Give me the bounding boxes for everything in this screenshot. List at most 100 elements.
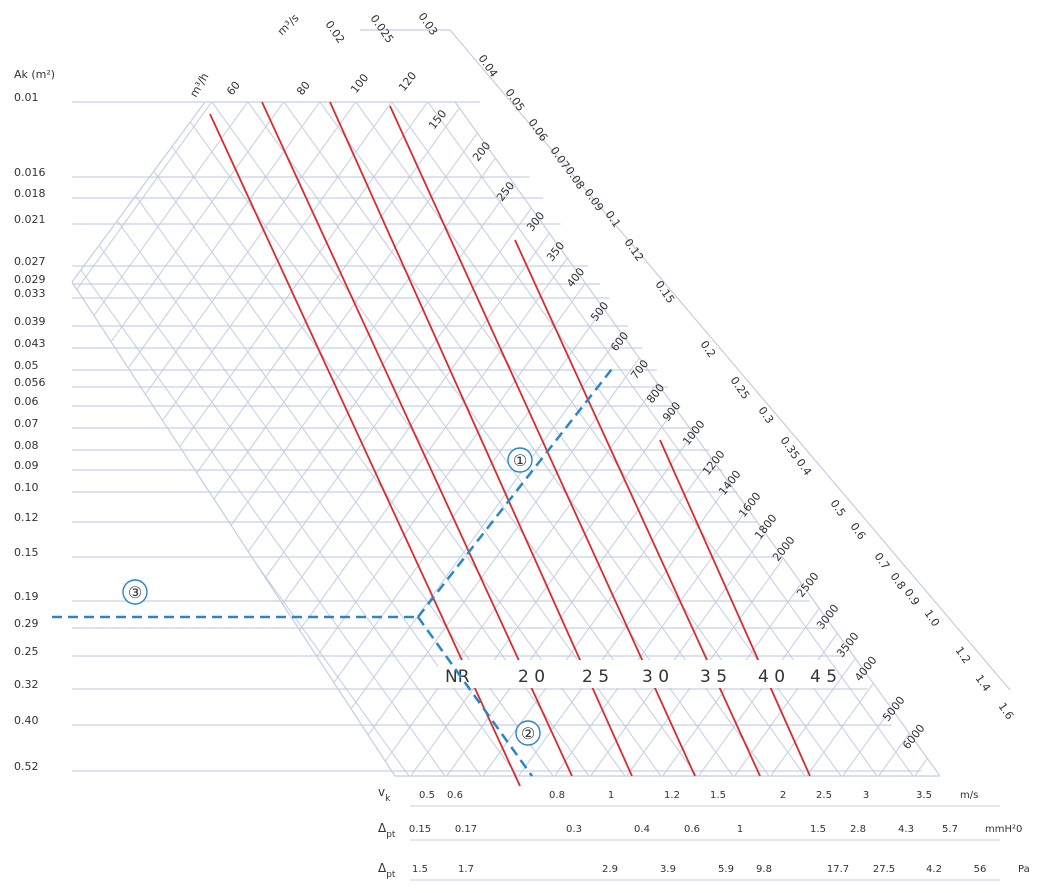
- grid-line-up: [283, 102, 933, 776]
- bottom-scale-tick-label: 1.5: [810, 824, 826, 835]
- bottom-scale-tick-label: 3.9: [660, 864, 676, 875]
- grid-line-up: [823, 102, 940, 776]
- bottom-scale-tick-label: 4.3: [898, 824, 914, 835]
- grid-line-up: [72, 102, 573, 776]
- grid-line-up: [968, 2, 1047, 893]
- bottom-scale-tick-label: 3: [863, 790, 869, 801]
- grid-line-down: [391, 102, 940, 776]
- ak-tick-label: 0.09: [14, 459, 39, 472]
- annotation-number: ③: [128, 583, 142, 602]
- grid-line-down: [607, 102, 940, 776]
- grid-line-up: [1004, 2, 1047, 893]
- annotation-circle: [507, 447, 533, 473]
- grid-line-up: [499, 102, 940, 776]
- bottom-scale-subscript: pt: [386, 830, 396, 840]
- grid-line-up: [72, 102, 681, 776]
- bottom-scale-tick-label: 1.2: [664, 790, 680, 801]
- bottom-scale-tick-label: 5.9: [718, 864, 734, 875]
- flow-m3h-tick-label: 400: [564, 265, 587, 290]
- example-path: ① ② ③: [52, 364, 616, 777]
- flow-m3h-tick-label: 1200: [700, 448, 727, 478]
- nr-value-label: 2 5: [582, 667, 609, 687]
- bottom-scale-tick-label: 0.5: [419, 790, 435, 801]
- bottom-scale-tick-label: 5.7: [942, 824, 958, 835]
- annotation-number: ②: [521, 724, 535, 743]
- nr-value-label: 2 0: [518, 667, 545, 687]
- bottom-scale-tick-label: 0.4: [634, 824, 650, 835]
- grid-line-up: [715, 102, 940, 776]
- grid-line-up: [787, 102, 940, 776]
- grid-line-up: [355, 102, 940, 776]
- grid-line-up: [103, 102, 753, 776]
- nr-curve: [514, 239, 761, 777]
- bottom-scale-tick-label: 2.8: [850, 824, 866, 835]
- bottom-scale-symbol: vk: [378, 785, 391, 804]
- frame-edge: [71, 281, 396, 777]
- flow-m3s-tick-label: 0.06: [526, 116, 551, 144]
- annotation-number: ①: [513, 451, 527, 470]
- ak-tick-label: 0.056: [14, 376, 46, 389]
- bottom-scale-subscript: pt: [386, 870, 396, 880]
- ak-tick-label: 0.029: [14, 273, 46, 286]
- nr-label-band: [438, 660, 828, 688]
- flow-m3s-tick-label: 0.35: [778, 434, 803, 462]
- bottom-scale-tick-label: 0.3: [566, 824, 582, 835]
- grid-line-up: [1040, 2, 1047, 893]
- ak-tick-label: 0.19: [14, 590, 39, 603]
- flow-m3h-tick-label: 900: [660, 399, 683, 424]
- flow-m3s-tick-label: 0.03: [416, 10, 441, 38]
- nr-curve: [659, 439, 811, 777]
- grid-line-down: [895, 102, 940, 776]
- grid-line-down: [72, 102, 357, 776]
- nr-value-label: 4 0: [758, 667, 785, 687]
- flow-m3h-tick-label: 350: [544, 239, 567, 264]
- flow-m3h-tick-label: 80: [294, 79, 313, 98]
- bottom-scale-tick-label: 56: [974, 864, 987, 875]
- bottom-scale-tick-label: 0.8: [549, 790, 565, 801]
- flow-m3h-tick-label: 2500: [794, 570, 821, 600]
- flow-m3h-tick-label: 1000: [680, 418, 707, 448]
- grid-line-down: [931, 102, 940, 776]
- flow-m3s-tick-label: 1.2: [953, 644, 974, 666]
- ak-tick-label: 0.05: [14, 359, 39, 372]
- flow-m3h-tick-label: 500: [588, 299, 611, 324]
- bottom-scale-tick-label: 2.5: [816, 790, 832, 801]
- bottom-scale-tick-label: 0.17: [455, 824, 477, 835]
- flow-m3s-tick-label: 0.25: [728, 374, 753, 402]
- bottom-scale-tick-label: 0.6: [447, 790, 463, 801]
- grid-line-up: [72, 102, 393, 776]
- bottom-scale-tick-label: 0.6: [684, 824, 700, 835]
- grid-line-up: [751, 102, 940, 776]
- flow-m3h-tick-label: 1600: [736, 490, 763, 520]
- bottom-scale-symbol: Δpt: [378, 861, 396, 880]
- bottom-scale-tick-label: 1: [737, 824, 743, 835]
- flow-m3h-tick-label: 600: [608, 329, 631, 354]
- ak-tick-label: 0.01: [14, 91, 39, 104]
- flow-m3h-tick-label: 120: [396, 69, 419, 94]
- grid-line-down: [571, 102, 940, 776]
- bottom-scale-unit: m/s: [960, 790, 978, 801]
- grid-line-down: [679, 102, 940, 776]
- grid-line-down: [72, 102, 537, 776]
- grid-line-down: [715, 102, 940, 776]
- grid-line-up: [859, 102, 940, 776]
- grid-line-down: [1040, 2, 1047, 893]
- ak-tick-label: 0.021: [14, 213, 46, 226]
- grid-line-down: [72, 102, 393, 776]
- ak-tick-label: 0.043: [14, 337, 46, 350]
- flow-m3s-tick-label: 0.7: [872, 550, 893, 572]
- chart-border: [71, 29, 1011, 881]
- flow-m3s-tick-label: 0.12: [622, 236, 647, 264]
- ak-tick-label: 0.32: [14, 678, 39, 691]
- grid-line-up: [72, 102, 285, 776]
- bottom-scale-tick-label: 3.5: [916, 790, 932, 801]
- ak-tick-label: 0.15: [14, 546, 39, 559]
- flow-m3h-tick-label: 700: [628, 357, 651, 382]
- flow-m3s-unit: m³/s: [275, 11, 302, 38]
- grid-line-down: [72, 102, 717, 776]
- flow-m3s-axis-line: [449, 29, 1011, 691]
- ak-tick-label: 0.52: [14, 760, 39, 773]
- grid-line-down: [319, 102, 940, 776]
